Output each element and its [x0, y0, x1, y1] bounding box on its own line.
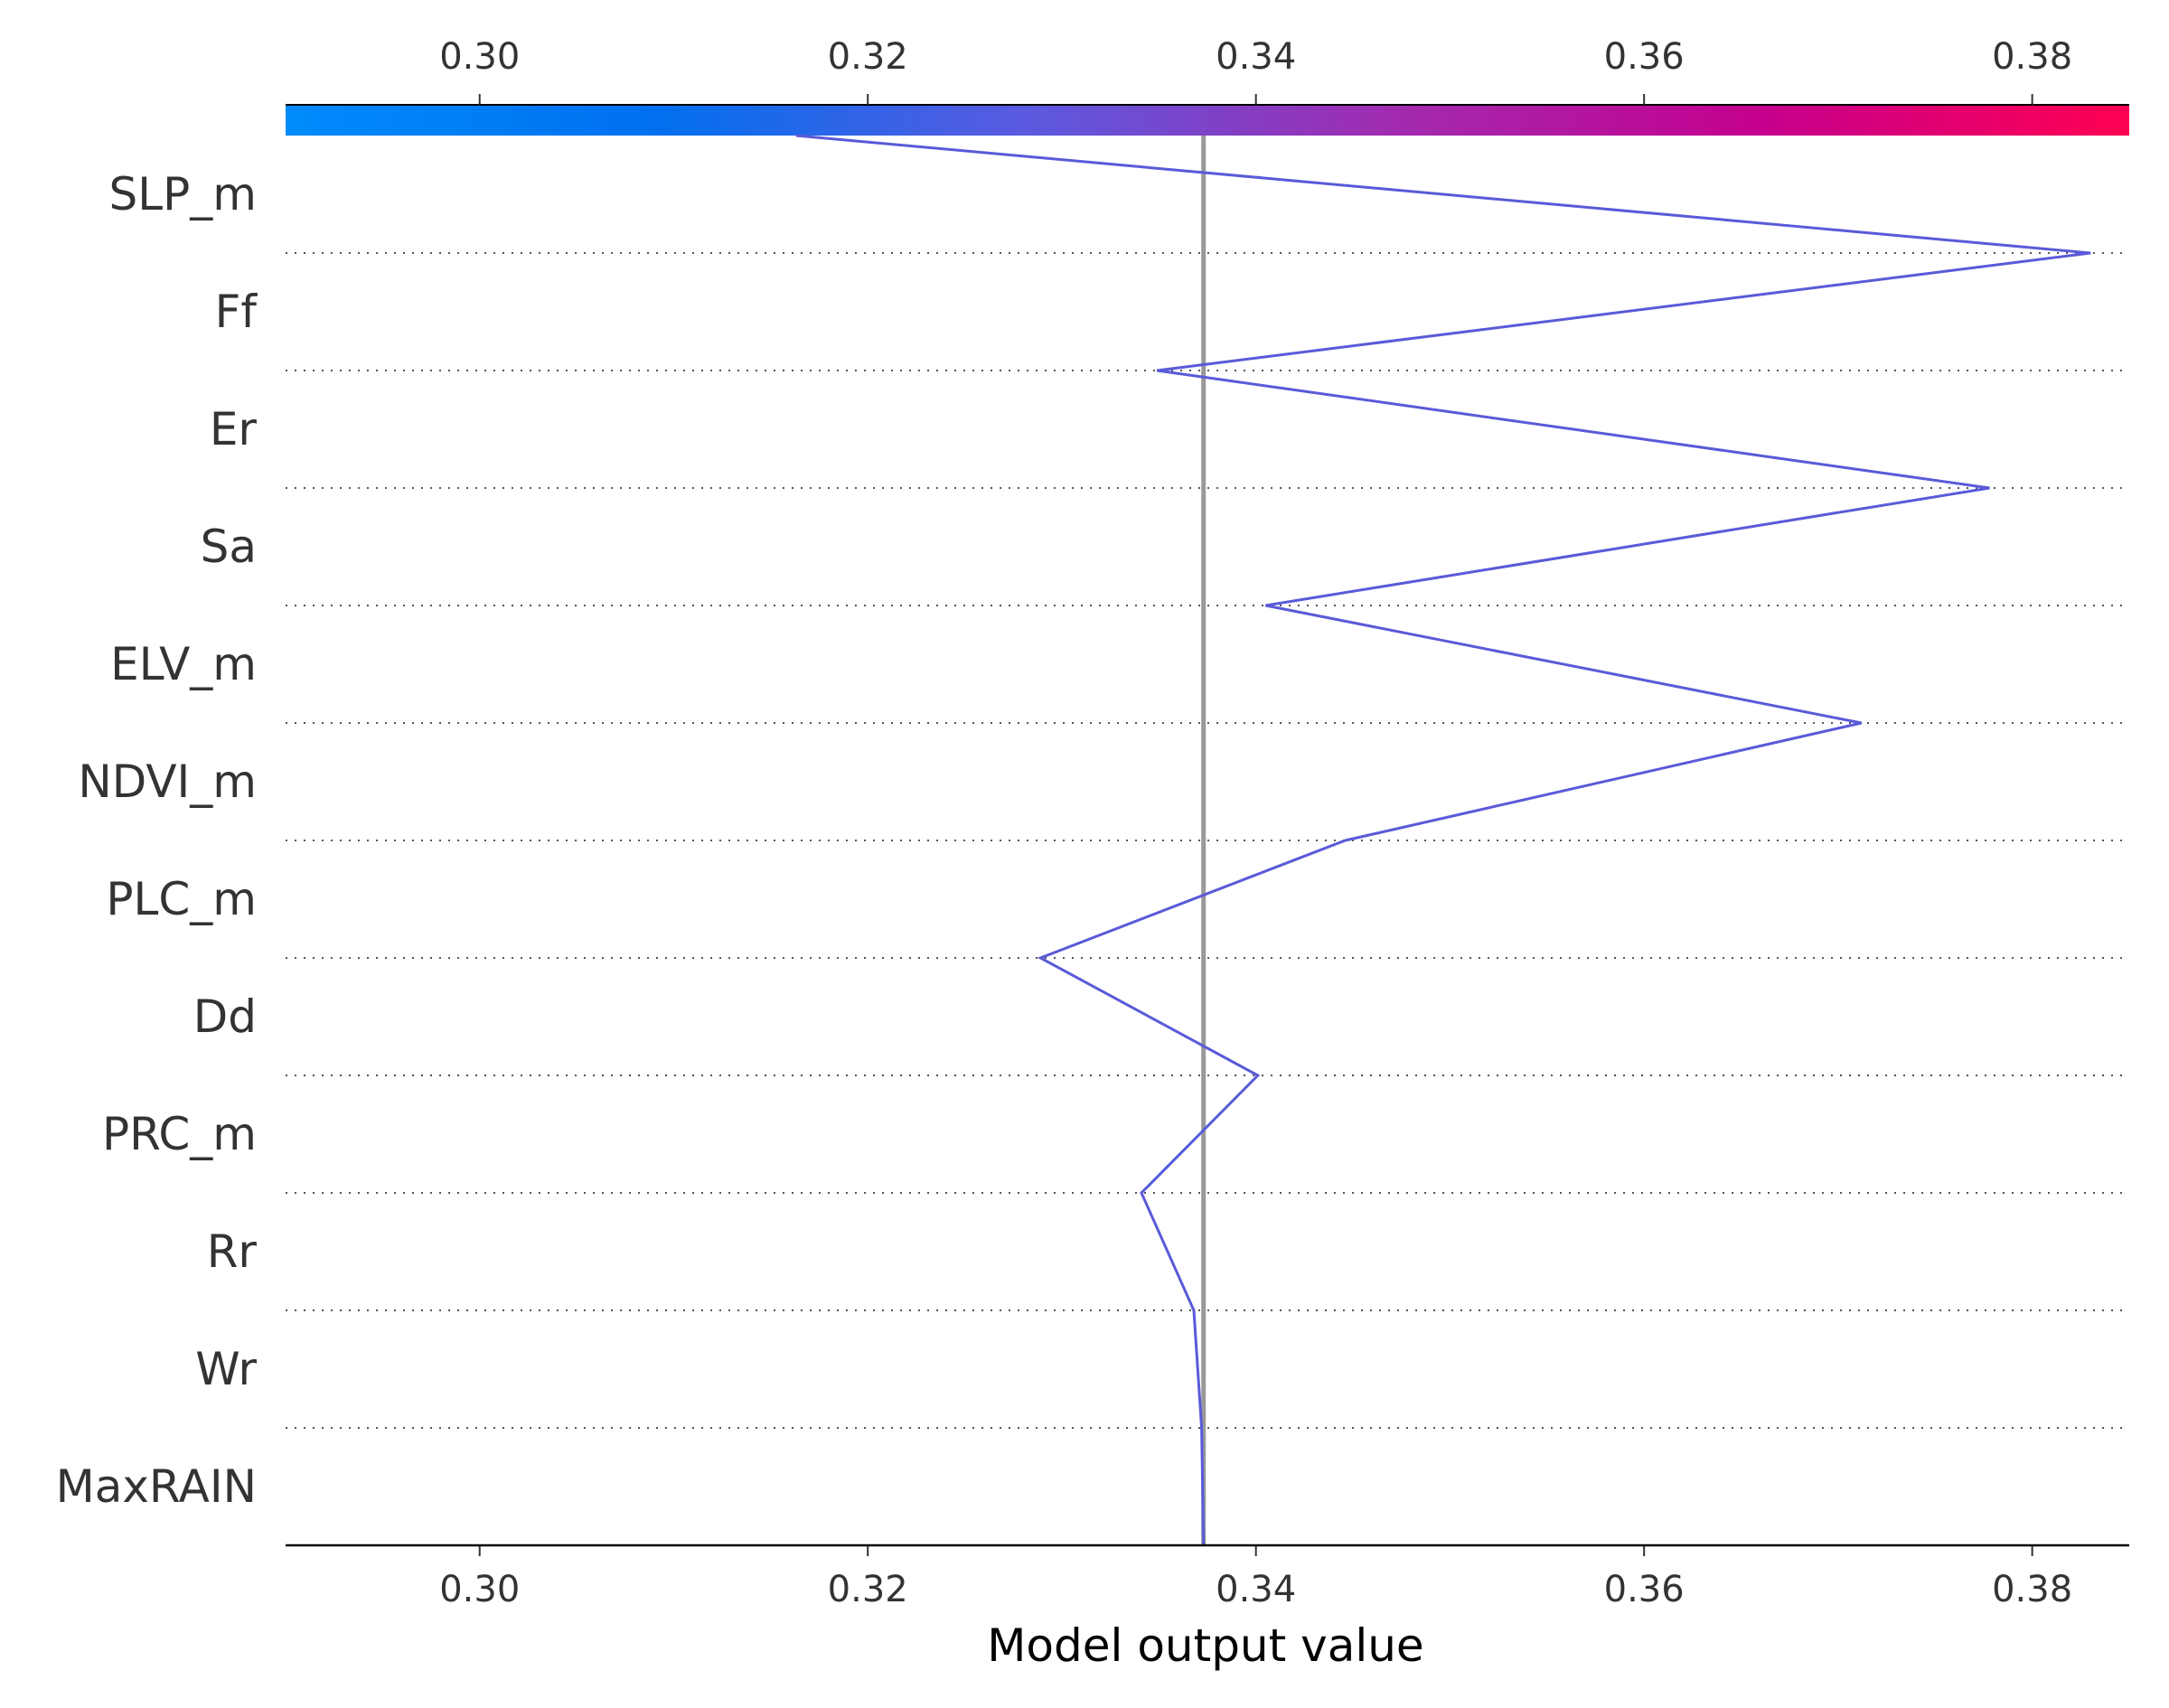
feature-label-prc-m: PRC_m — [102, 1108, 257, 1160]
colorbar-tick-label: 0.34 — [1216, 36, 1296, 78]
x-axis-title: Model output value — [987, 1619, 1423, 1672]
feature-label-rr: Rr — [207, 1225, 258, 1278]
feature-label-wr: Wr — [195, 1343, 257, 1395]
colorbar-tick-label: 0.30 — [439, 36, 520, 78]
x-axis-tick-label: 0.36 — [1604, 1569, 1685, 1610]
colorbar-tick-label: 0.38 — [1992, 36, 2072, 78]
feature-label-dd: Dd — [193, 990, 257, 1043]
feature-label-ndvi-m: NDVI_m — [78, 755, 257, 808]
feature-label-maxrain: MaxRAIN — [56, 1460, 257, 1513]
x-axis-tick-label: 0.38 — [1992, 1569, 2072, 1610]
feature-label-ff: Ff — [215, 286, 258, 338]
feature-label-elv-m: ELV_m — [110, 638, 257, 690]
x-axis-tick-label: 0.34 — [1216, 1569, 1296, 1610]
decision-path-line — [795, 134, 2091, 1546]
feature-label-plc-m: PLC_m — [106, 873, 257, 925]
feature-label-er: Er — [210, 403, 258, 455]
feature-label-sa: Sa — [201, 521, 257, 573]
x-axis-tick-label: 0.30 — [439, 1569, 520, 1610]
colorbar-tick-label: 0.32 — [828, 36, 908, 78]
feature-label-slp-m: SLP_m — [109, 168, 257, 221]
colorbar-tick-label: 0.36 — [1604, 36, 1685, 78]
colorbar — [286, 105, 2129, 136]
x-axis-tick-label: 0.32 — [828, 1569, 908, 1610]
